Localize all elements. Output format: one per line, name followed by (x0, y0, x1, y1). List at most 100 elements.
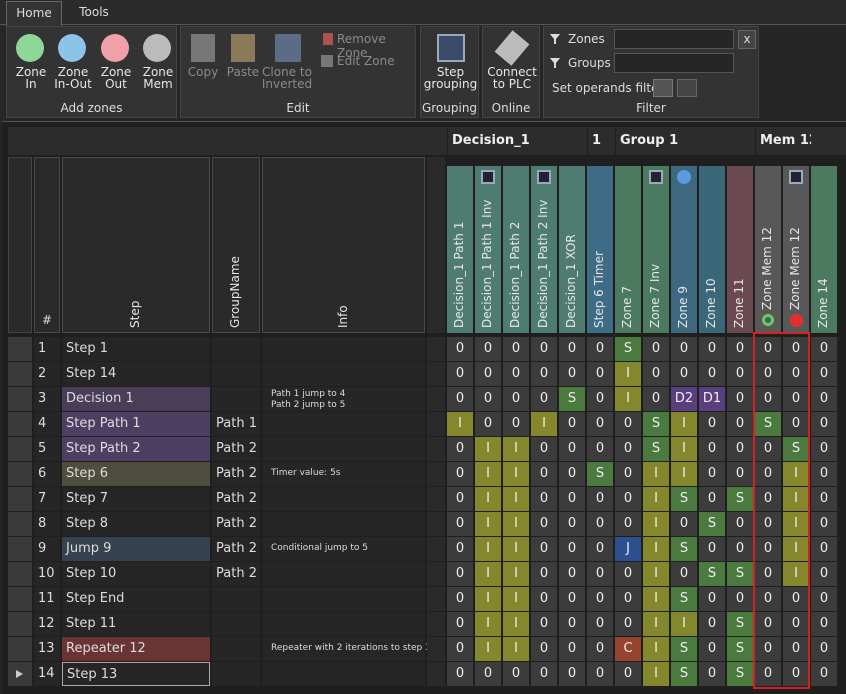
zone-cell: 0 (755, 587, 781, 611)
icon (191, 34, 215, 62)
zone-cell: 0 (811, 387, 837, 411)
zone-cell: 0 (447, 587, 473, 611)
zone-cell: 0 (755, 512, 781, 536)
zone-cell: 0 (559, 637, 585, 661)
zone-cell: I (643, 612, 669, 636)
zone-column-label: Decision_1 Path 1 (452, 221, 466, 328)
spacer (427, 662, 445, 686)
info-cell (262, 487, 425, 511)
zone-cell: S (615, 337, 641, 361)
row-number: 9 (34, 537, 60, 561)
funnel-icon (550, 58, 560, 68)
icon (323, 33, 333, 45)
info-cell (262, 362, 425, 386)
zone-cell: I (615, 362, 641, 386)
step-grouping-button[interactable]: Step grouping (423, 65, 478, 91)
zone-cell: 0 (783, 587, 809, 611)
row-indicator (8, 437, 32, 461)
zone-cell: 0 (615, 662, 641, 686)
remove-zone-button[interactable]: Remove Zone (337, 32, 386, 60)
mem-stop-icon (790, 314, 803, 327)
row-indicator (8, 412, 32, 436)
spacer (427, 437, 445, 461)
zone-cell: 0 (727, 437, 753, 461)
zone-cell: I (671, 462, 697, 486)
zone-cell: I (475, 462, 501, 486)
group-cell (212, 337, 260, 361)
zone-cell: I (671, 437, 697, 461)
zone-out-button[interactable]: Zone Out (100, 65, 132, 91)
inverted-icon (649, 170, 663, 184)
zone-cell: I (503, 437, 529, 461)
connect-plc-button[interactable]: Connect to PLC (487, 65, 537, 91)
zone-column-header (811, 166, 837, 333)
zone-column-label: Step 6 Timer (592, 251, 606, 328)
zone-column-header (587, 166, 613, 333)
zone-cell: 0 (587, 637, 613, 661)
group-label: Edit (286, 101, 310, 115)
zone-cell: 0 (475, 337, 501, 361)
step-name: Repeater 12 (62, 637, 210, 661)
header-cell (62, 157, 210, 333)
paste-button[interactable]: Paste (226, 65, 260, 79)
zone-cell: S (559, 387, 585, 411)
ribbon-group: Copy Paste Clone to Inverted Remove Zone… (180, 26, 416, 118)
zone-cell: 0 (587, 562, 613, 586)
zone-cell: 0 (531, 362, 557, 386)
zone-cell: 0 (643, 337, 669, 361)
edit-zone-button[interactable]: Edit Zone (337, 54, 395, 68)
zone-cell: 0 (447, 637, 473, 661)
zone-in-button[interactable]: Zone In (15, 65, 47, 91)
icon (101, 34, 129, 62)
zone-cell: 0 (699, 412, 725, 436)
zone-cell: I (643, 462, 669, 486)
row-number: 11 (34, 587, 60, 611)
zone-column-header (475, 166, 501, 333)
zone-column-header (615, 166, 641, 333)
zone-cell: 0 (643, 362, 669, 386)
zone-cell: 0 (811, 612, 837, 636)
zone-mem-button[interactable]: Zone Mem (142, 65, 174, 91)
step-name: Step 13 (62, 662, 210, 686)
zone-cell: 0 (615, 587, 641, 611)
row-indicator (8, 362, 32, 386)
ribbon-group: Zone In Zone In-Out Zone Out Zone Mem Ad… (6, 26, 177, 118)
zone-cell: 0 (587, 487, 613, 511)
copy-button[interactable]: Copy (187, 65, 219, 79)
zone-cell: 0 (531, 562, 557, 586)
spacer (427, 637, 445, 661)
zone-cell: 0 (447, 487, 473, 511)
step-name: Step Path 2 (62, 437, 210, 461)
zone-cell: 0 (811, 487, 837, 511)
zone-cell: 0 (447, 387, 473, 411)
tab-tools[interactable]: Tools (79, 5, 109, 19)
spacer (427, 487, 445, 511)
tab-home[interactable]: Home (6, 1, 62, 26)
step-name: Step 14 (62, 362, 210, 386)
spacer (427, 512, 445, 536)
clone-button[interactable]: Clone to Inverted (261, 65, 313, 91)
zone-cell: 0 (783, 612, 809, 636)
step-name: Step 7 (62, 487, 210, 511)
zone-cell: 0 (559, 537, 585, 561)
mem-start-icon (762, 314, 774, 326)
operands-filter-button[interactable] (653, 79, 673, 97)
spacer (427, 587, 445, 611)
icon (494, 30, 530, 66)
zone-cell: 0 (587, 587, 613, 611)
zone-cell: 0 (699, 487, 725, 511)
zone-cell: S (671, 662, 697, 686)
clear-button[interactable]: x (738, 30, 756, 49)
groups-select[interactable] (614, 53, 734, 73)
zone-cell: S (643, 437, 669, 461)
zones-input[interactable] (614, 29, 734, 49)
zone-column-header (559, 166, 585, 333)
operands-clear-button[interactable] (677, 79, 697, 97)
row-number: 3 (34, 387, 60, 411)
zone-in-out-button[interactable]: Zone In-Out (54, 65, 92, 91)
zone-cell: 0 (671, 337, 697, 361)
zone-cell: 0 (559, 362, 585, 386)
step-name: Step 6 (62, 462, 210, 486)
zone-cell: 0 (699, 662, 725, 686)
zone-cell: S (699, 512, 725, 536)
